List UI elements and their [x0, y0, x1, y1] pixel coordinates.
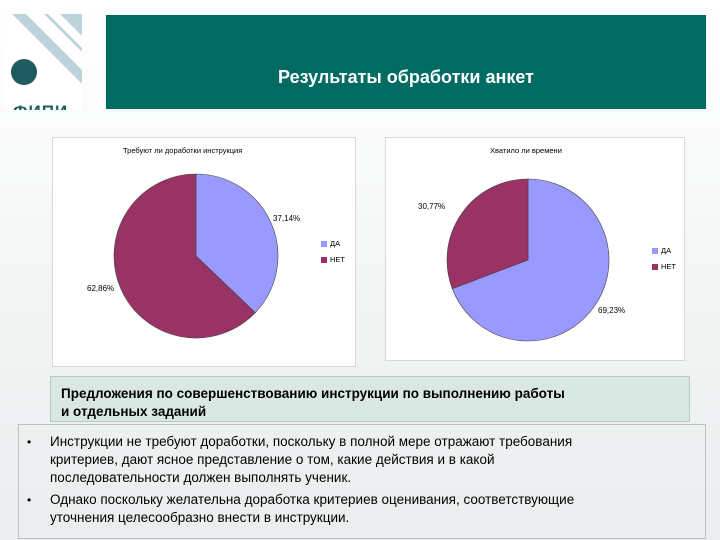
legend-swatch-yes [321, 241, 327, 248]
bullet-line: Однако поскольку желательна доработка кр… [50, 492, 575, 507]
pie-slice-yes [451, 178, 610, 342]
bullet-line: последовательности должен выполнять учен… [50, 470, 352, 485]
subtitle-line-1: Предложения по совершенствованию инструк… [61, 386, 565, 401]
pie-slice-yes [195, 173, 279, 314]
legend-item-yes: ДА [652, 246, 671, 255]
list-item: Однако поскольку желательна доработка кр… [50, 491, 690, 527]
pie-svg [113, 173, 279, 339]
pie-svg [446, 178, 610, 342]
slice-label-yes: 37,14% [273, 214, 301, 223]
list-item: Инструкции не требуют доработки, посколь… [50, 433, 690, 487]
logo-text: ФИПИ [13, 102, 68, 110]
title-bar: Результаты обработки анкет [106, 15, 706, 109]
fipi-logo: ФИПИ [4, 14, 82, 110]
pie-chart-enough-time: Хватило ли времени 69,23% 30,77% ДА НЕТ [385, 137, 685, 361]
legend-swatch-yes [652, 248, 658, 255]
pie-chart-needs-revision: Требуют ли доработки инструкция 37,14% 6… [52, 137, 356, 367]
chart-title: Требуют ли доработки инструкция [123, 146, 243, 155]
legend-item-yes: ДА [321, 239, 340, 248]
slice-label-no: 30,77% [418, 202, 446, 211]
bullet-symbol: • [27, 493, 32, 507]
subtitle-box: Предложения по совершенствованию инструк… [50, 376, 690, 422]
chart-title: Хватило ли времени [490, 146, 562, 155]
legend-swatch-no [652, 264, 658, 271]
legend-item-no: НЕТ [652, 262, 676, 271]
legend-label-yes: ДА [661, 246, 672, 255]
subtitle-text: Предложения по совершенствованию инструк… [61, 385, 565, 421]
slice-label-yes: 69,23% [598, 306, 626, 315]
bullet-list: • Инструкции не требуют доработки, поско… [18, 424, 706, 539]
bullet-symbol: • [27, 435, 32, 449]
legend-label-no: НЕТ [661, 262, 676, 271]
legend-label-yes: ДА [330, 239, 341, 248]
pie-slice-no [446, 178, 529, 290]
fipi-emblem-icon [11, 14, 82, 85]
bullet-line: критериев, дают ясное представление о то… [50, 452, 495, 467]
bullet-line: уточнения целесообразно внести в инструк… [50, 510, 350, 525]
legend-label-no: НЕТ [330, 255, 345, 264]
legend-item-no: НЕТ [321, 255, 345, 264]
slice-label-no: 62,86% [87, 284, 115, 293]
subtitle-line-2: и отдельных заданий [61, 404, 207, 419]
legend-swatch-no [321, 257, 327, 264]
pie-slice-no [113, 173, 256, 339]
bullet-line: Инструкции не требуют доработки, посколь… [50, 434, 573, 449]
page-title: Результаты обработки анкет [278, 67, 534, 87]
